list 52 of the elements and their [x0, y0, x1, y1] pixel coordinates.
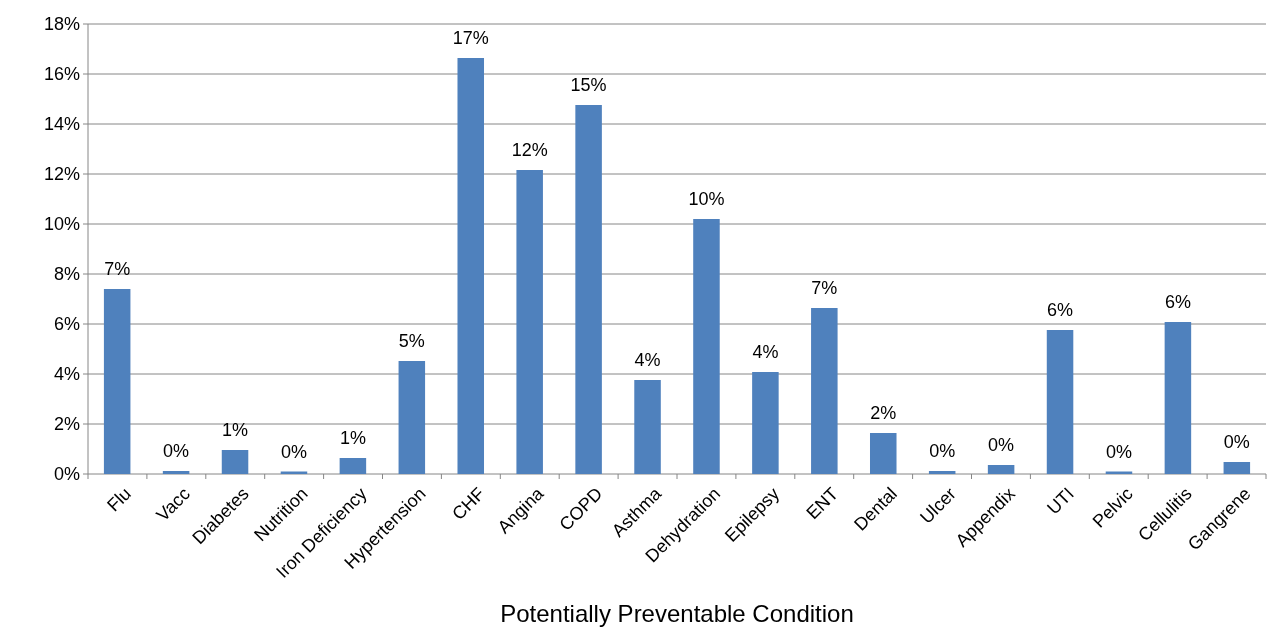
y-tick-label: 8% [53, 264, 80, 285]
y-tick-label: 6% [53, 314, 80, 335]
data-label: 0% [1105, 441, 1132, 462]
data-label: 7% [104, 259, 131, 279]
bar [1046, 330, 1074, 474]
data-label: 17% [452, 28, 489, 48]
bar [869, 433, 897, 474]
data-label: 4% [634, 350, 661, 370]
bar [516, 170, 543, 474]
bar [575, 105, 602, 474]
data-label: 6% [1164, 292, 1191, 312]
data-label: 0% [1223, 432, 1250, 452]
bar [1164, 322, 1192, 474]
bar [162, 471, 190, 474]
x-tick-label: Flu [103, 483, 135, 516]
data-label: 2% [870, 403, 897, 423]
data-label: 1% [222, 420, 249, 440]
x-tick-label: UTI [1043, 483, 1078, 519]
y-tick-label: 0% [53, 464, 80, 485]
y-tick-label: 12% [43, 164, 80, 185]
data-label: 1% [339, 428, 366, 448]
data-label: 12% [511, 140, 548, 160]
data-label: 0% [280, 441, 307, 462]
y-tick-label: 16% [43, 64, 80, 85]
x-tick-label: Vacc [152, 483, 194, 526]
data-label: 15% [570, 75, 607, 95]
bar [752, 372, 779, 474]
data-label: 0% [988, 435, 1015, 455]
data-label: 4% [752, 342, 779, 362]
bar [634, 380, 661, 474]
y-tick-label: 14% [43, 114, 80, 135]
data-label: 6% [1047, 300, 1074, 320]
bar [1223, 462, 1251, 474]
data-label: 10% [688, 189, 725, 209]
bar [693, 219, 720, 474]
data-label: 7% [811, 278, 838, 298]
data-label: 0% [929, 441, 956, 461]
data-label: 5% [398, 331, 425, 351]
bar [457, 58, 485, 474]
y-tick-label: 10% [43, 214, 80, 235]
x-axis-title: Potentially Preventable Condition [500, 600, 854, 627]
bar [103, 289, 131, 474]
bar [221, 450, 249, 474]
y-tick-label: 18% [43, 14, 80, 35]
y-tick-label: 4% [53, 364, 80, 385]
bar [398, 361, 426, 474]
y-tick-label: 2% [53, 414, 80, 435]
data-label: 0% [163, 441, 190, 461]
bar [987, 465, 1015, 474]
bar [928, 471, 956, 474]
bar [811, 308, 838, 474]
bar [339, 458, 367, 474]
